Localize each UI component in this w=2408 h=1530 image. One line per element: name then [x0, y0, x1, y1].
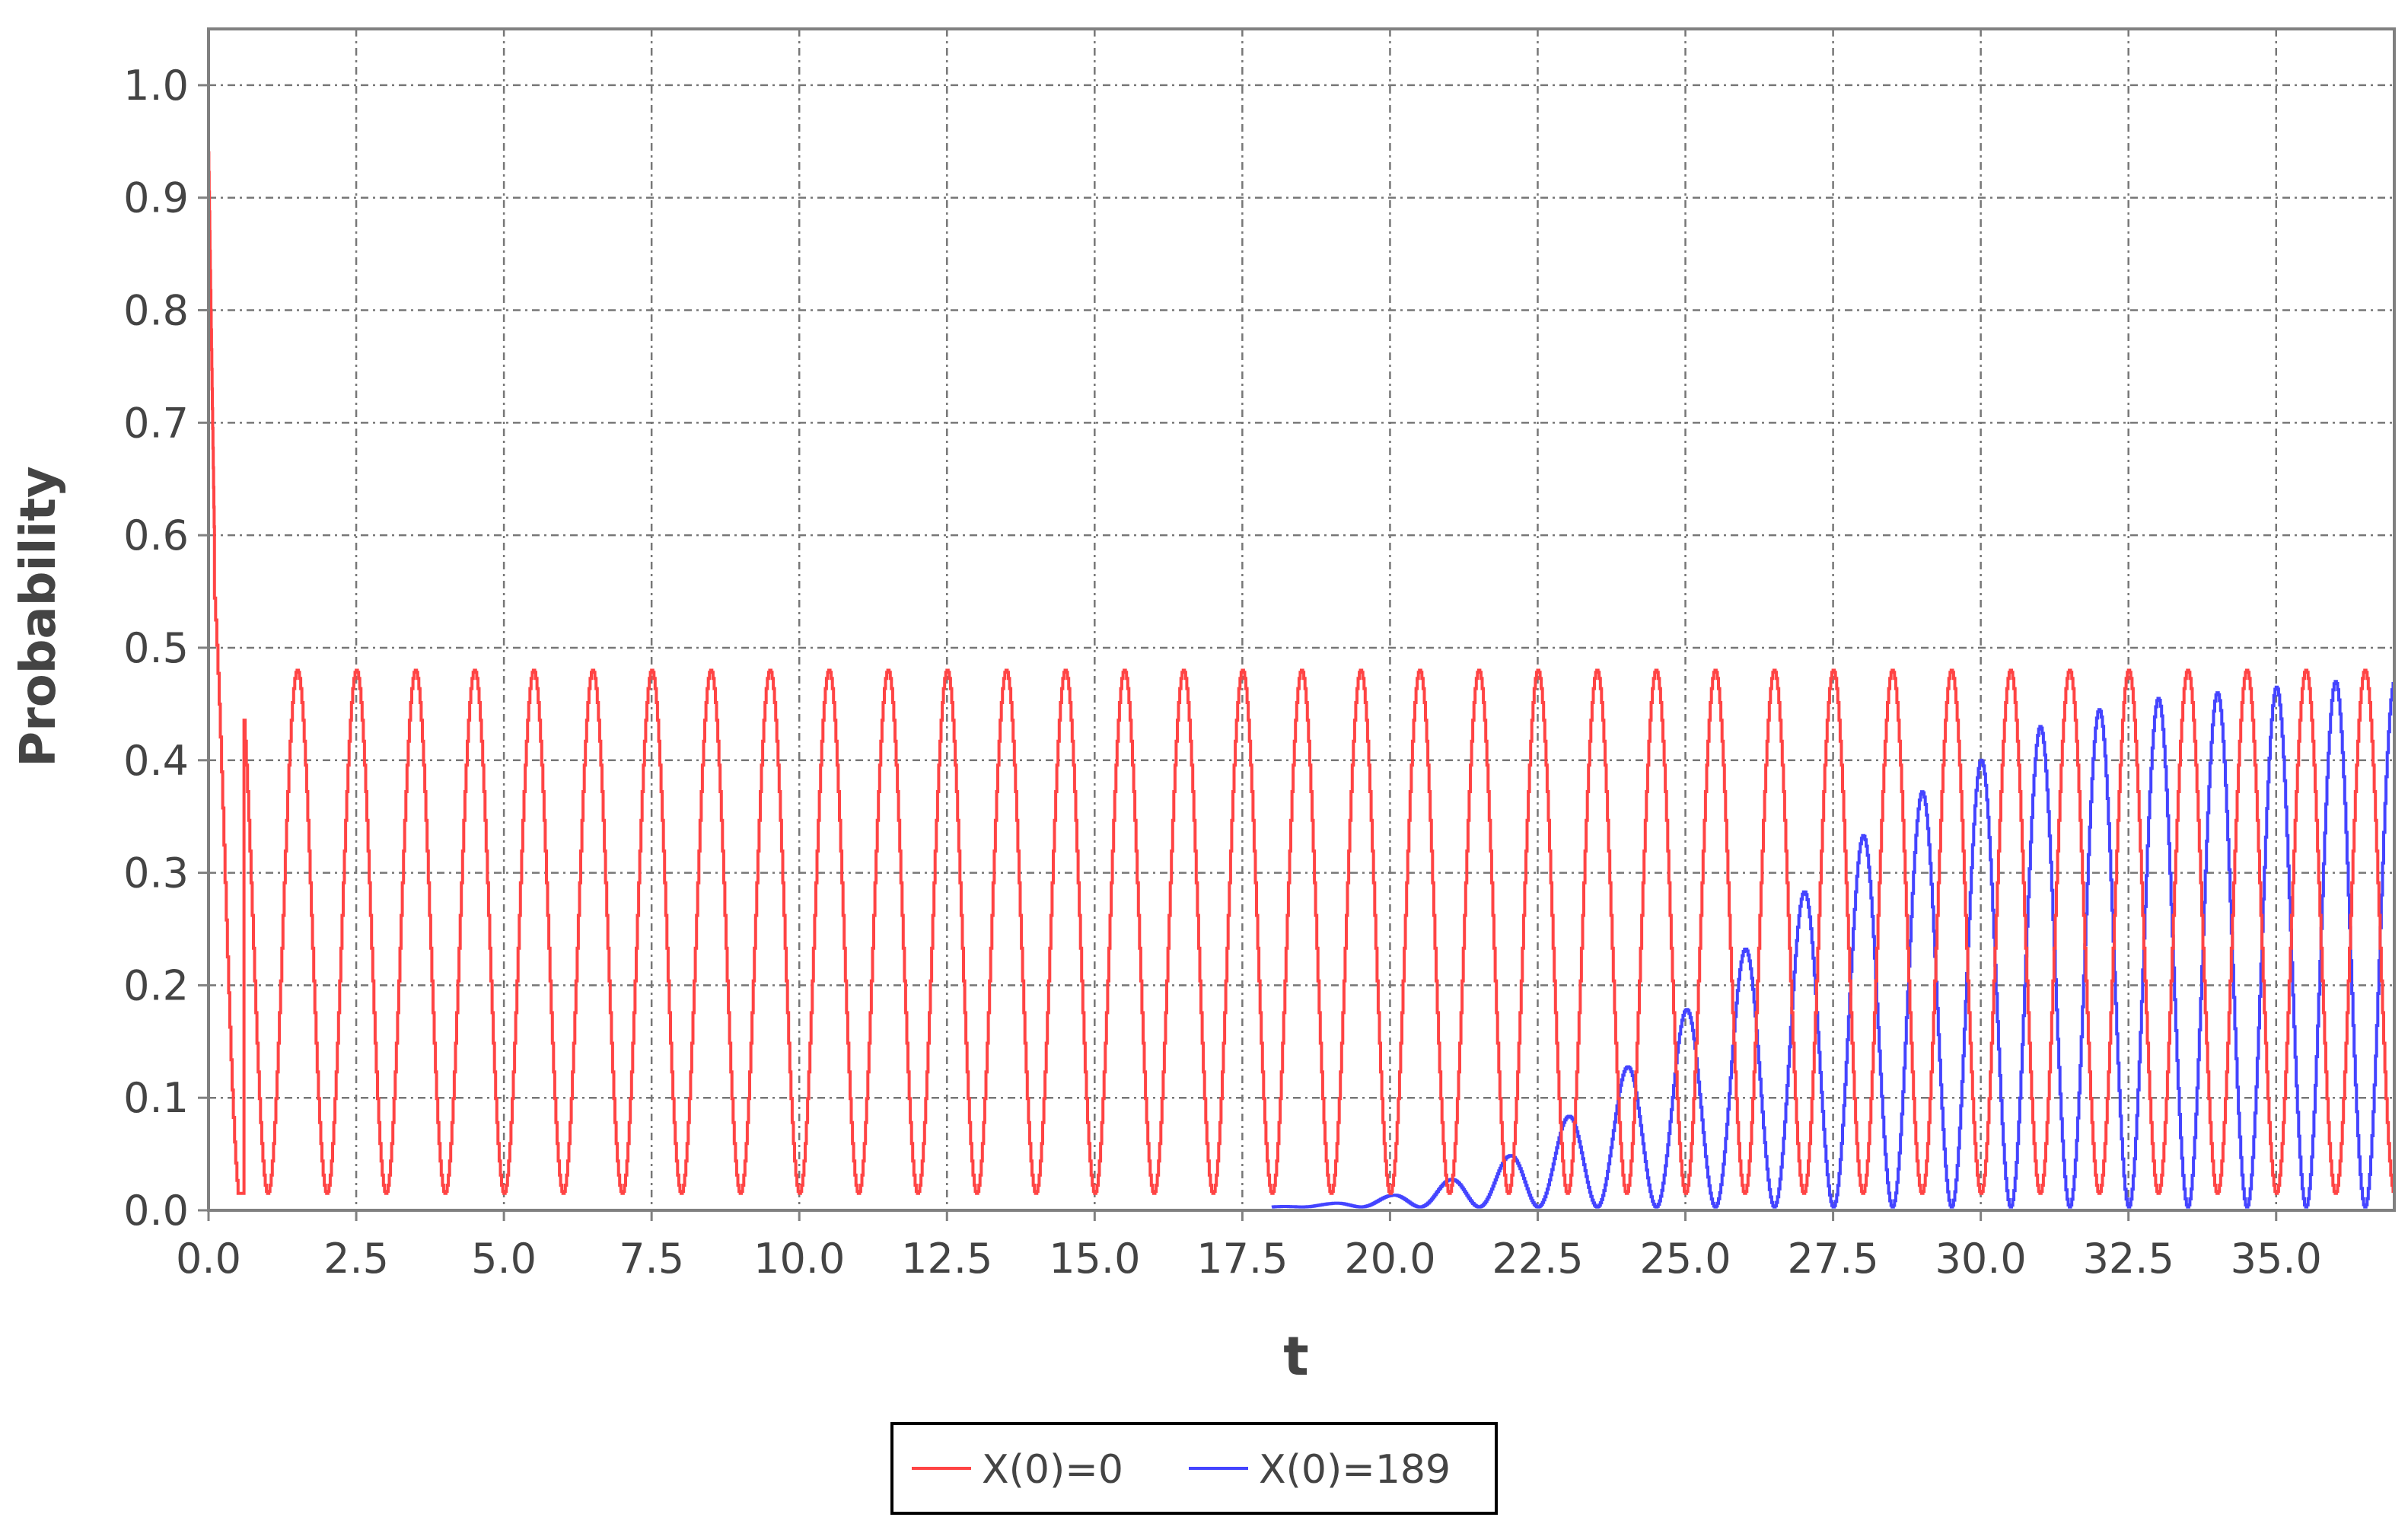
y-tick-label: 0.5	[123, 624, 189, 672]
x-tick-label: 15.0	[1049, 1235, 1140, 1283]
y-tick-label: 0.0	[123, 1187, 189, 1235]
y-tick-label: 0.4	[123, 737, 189, 785]
plot-area	[209, 29, 2394, 1210]
legend: X(0)=0 X(0)=189	[890, 1422, 1498, 1515]
x-tick-label: 10.0	[753, 1235, 845, 1283]
x-axis: 0.0 2.5 5.0 7.5 10.0 12.5 15.0 17.5 20.0 22.5 25.0…	[176, 1210, 2322, 1283]
x-tick-label: 27.5	[1787, 1235, 1878, 1283]
series-layer	[207, 151, 2396, 1209]
y-tick-label: 0.6	[123, 512, 189, 559]
legend-label-x0-189: X(0)=189	[1259, 1447, 1451, 1493]
x-tick-label: 25.0	[1639, 1235, 1731, 1283]
x-tick-label: 2.5	[323, 1235, 389, 1283]
y-tick-label: 1.0	[123, 62, 189, 110]
x-tick-label: 32.5	[2083, 1235, 2174, 1283]
x-tick-label: 0.0	[176, 1235, 241, 1283]
gridlines	[209, 29, 2394, 1210]
y-axis: 0.0 0.1 0.2 0.3 0.4 0.5 0.6 0.7 0.8 0.9 1.0	[123, 62, 209, 1235]
y-tick-label: 0.1	[123, 1074, 189, 1122]
plot-frame	[207, 27, 2396, 1212]
y-axis-title: Probability	[11, 466, 67, 767]
x-tick-label: 12.5	[901, 1235, 992, 1283]
x-tick-label: 30.0	[1935, 1235, 2027, 1283]
x-tick-label: 17.5	[1196, 1235, 1288, 1283]
x-tick-label: 5.0	[471, 1235, 537, 1283]
x-tick-label: 7.5	[619, 1235, 684, 1283]
y-tick-label: 0.9	[123, 174, 189, 222]
x-tick-label: 35.0	[2231, 1235, 2322, 1283]
legend-label-x0-0: X(0)=0	[982, 1447, 1123, 1493]
y-tick-label: 0.3	[123, 849, 189, 897]
y-tick-label: 0.7	[123, 399, 189, 447]
x-axis-title: t	[1283, 1325, 1308, 1388]
x-tick-label: 20.0	[1344, 1235, 1435, 1283]
x-tick-label: 22.5	[1492, 1235, 1583, 1283]
series-line-x0-189	[1271, 680, 2396, 1209]
y-tick-label: 0.8	[123, 287, 189, 335]
series-line-x0-0	[207, 151, 2396, 1195]
y-tick-label: 0.2	[123, 961, 189, 1009]
